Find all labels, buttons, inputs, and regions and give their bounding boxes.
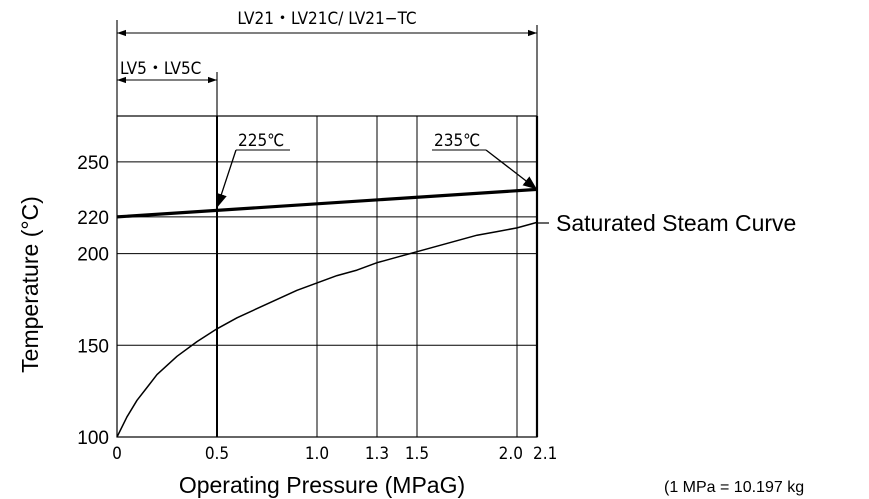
annotations: 225℃ 235℃	[216, 131, 538, 208]
series-lines	[116, 187, 538, 438]
annotation-label-0: 225℃	[238, 131, 284, 151]
x-tick-label-1: 0.5	[205, 444, 229, 464]
saturated-steam-curve	[116, 221, 538, 438]
annotation-arrow-0	[216, 149, 237, 208]
y-tick-label-0: 100	[77, 428, 109, 449]
y-tick-label-3: 220	[77, 208, 109, 229]
range-label-0: LV21・LV21C/ LV21−TC	[237, 9, 416, 29]
range-label-1: LV5・LV5C	[120, 59, 201, 79]
x-tick-label-2: 1.0	[305, 444, 329, 464]
annotation-label-1: 235℃	[434, 131, 480, 151]
annotation-arrow-1	[485, 149, 538, 190]
grid-lines	[117, 116, 539, 437]
saturated-steam-curve-label: Saturated Steam Curve	[556, 210, 796, 236]
y-tick-label-1: 150	[77, 336, 109, 357]
x-tick-label-6: 2.1	[533, 444, 557, 464]
x-tick-label-4: 1.5	[405, 444, 429, 464]
y-tick-labels: 100 150 200 220 250	[77, 153, 109, 449]
x-axis-title: Operating Pressure (MPaG)	[179, 472, 465, 498]
range-dimensions: LV21・LV21C/ LV21−TC LV5・LV5C	[116, 9, 538, 116]
y-axis-title: Temperature (°C)	[17, 196, 43, 373]
y-tick-label-4: 250	[77, 153, 109, 174]
x-tick-label-0: 0	[112, 444, 122, 464]
max-temperature-line	[116, 187, 538, 219]
x-tick-labels: 0 0.5 1.0 1.3 1.5 2.0 2.1	[112, 444, 557, 464]
x-tick-label-3: 1.3	[365, 444, 389, 464]
x-tick-label-5: 2.0	[499, 444, 523, 464]
plot-frame	[116, 115, 538, 438]
unit-conversion-note: (1 MPa = 10.197 kg	[664, 479, 804, 496]
y-tick-label-2: 200	[77, 245, 109, 266]
